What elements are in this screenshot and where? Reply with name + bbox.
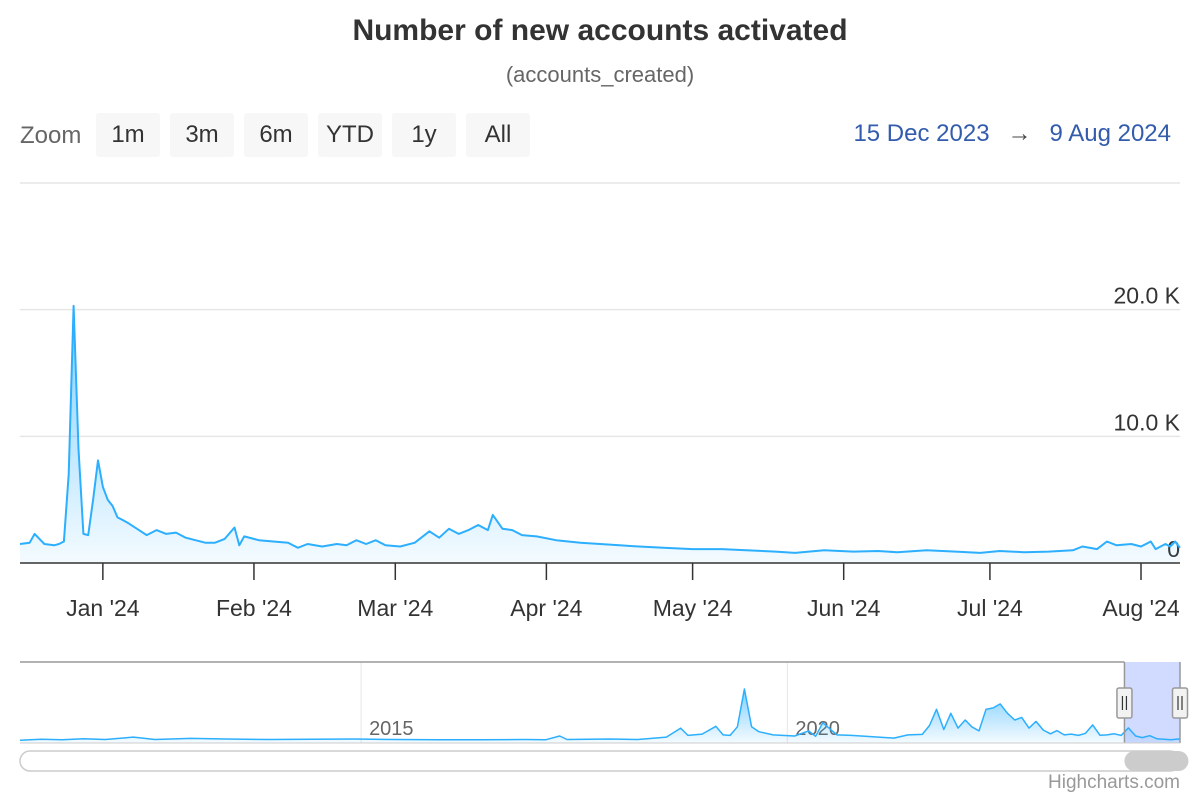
y-tick-label: 10.0 K [1114,409,1181,435]
zoom-6m-button[interactable]: 6m [244,113,308,157]
series-area [20,305,1180,563]
date-range: 15 Dec 2023 → 9 Aug 2024 [853,120,1171,148]
chart-title: Number of new accounts activated [352,14,848,47]
navigator-right-handle-body[interactable] [1171,687,1189,719]
chart-subtitle: (accounts_created) [505,62,695,87]
x-tick-label: May '24 [653,595,733,621]
x-tick-label: Mar '24 [357,595,433,621]
zoom-1m-button[interactable]: 1m [96,113,160,157]
y-tick-label: 20.0 K [1114,283,1181,309]
zoom-3m-button[interactable]: 3m [170,113,234,157]
zoom-label: Zoom [20,122,82,149]
x-tick-label: Jan '24 [66,595,140,621]
navigator-line [19,688,1181,742]
navigator-left-handle[interactable] [1116,687,1133,719]
zoom-ytd-button[interactable]: YTD [318,113,382,157]
scrollbar-thumb[interactable] [1124,751,1189,771]
zoom-all-button[interactable]: All [466,113,530,157]
series-line [19,304,1181,554]
navigator-tick-label: 2015 [369,718,414,740]
x-tick-label: Aug '24 [1102,595,1179,621]
range-from-input[interactable]: 15 Dec 2023 [853,120,990,147]
credits-link[interactable]: Highcharts.com [1048,772,1180,793]
navigator-right-handle[interactable] [1171,687,1189,719]
scrollbar-track[interactable] [19,750,1181,772]
x-tick-label: Apr '24 [510,595,582,621]
x-tick-label: Feb '24 [216,595,292,621]
navigator-selection-mask[interactable] [1124,662,1180,743]
range-to-input[interactable]: 9 Aug 2024 [1049,120,1171,147]
navigator-area [20,689,1180,743]
x-tick-label: Jun '24 [807,595,881,621]
x-tick-label: Jul '24 [957,595,1023,621]
range-arrow: → [1007,120,1032,147]
zoom-1y-button[interactable]: 1y [392,113,456,157]
navigator-left-handle-body[interactable] [1116,687,1133,719]
